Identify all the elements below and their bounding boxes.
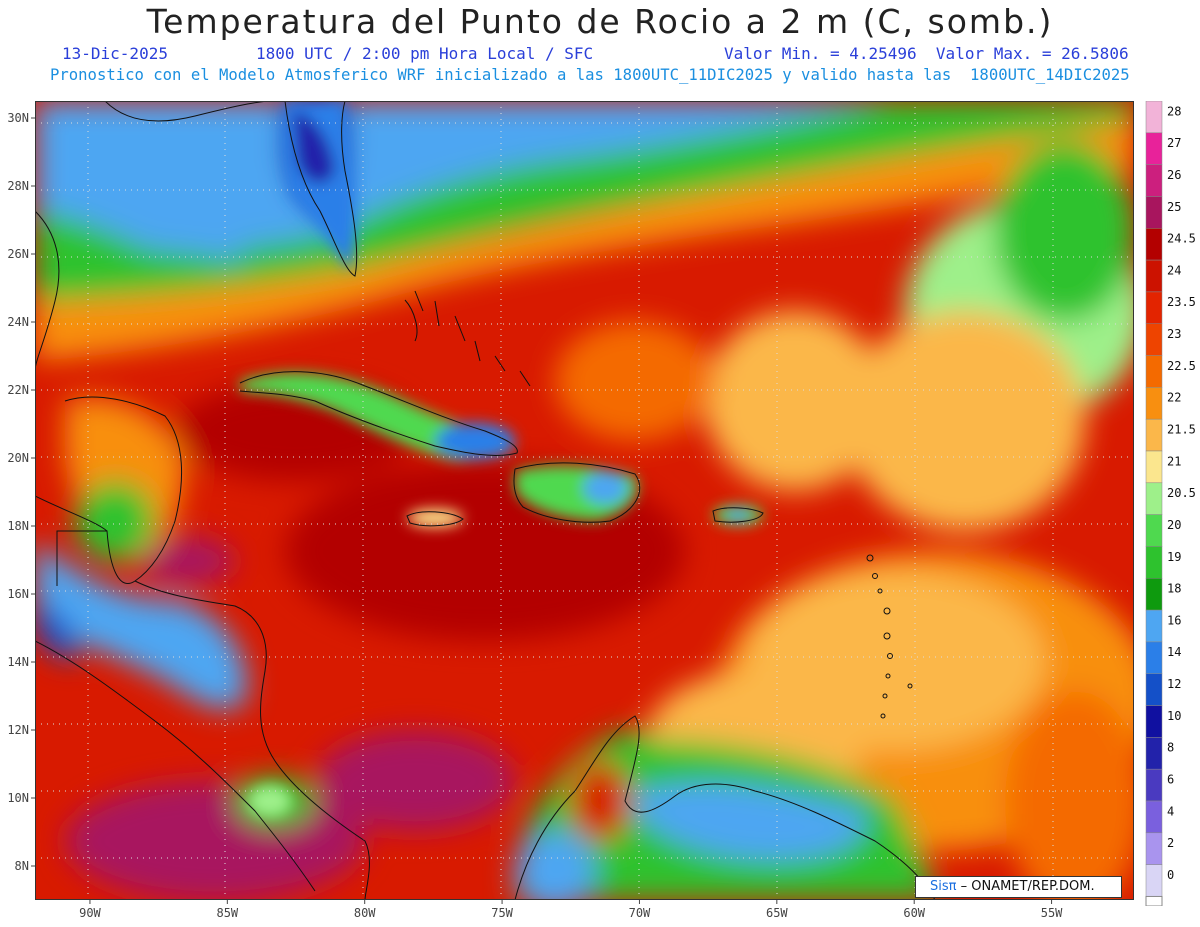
legend-label: 12 (1167, 677, 1181, 691)
credit-text: – ONAMET/REP.DOM. (956, 879, 1095, 894)
lon-label: 80W (354, 906, 376, 920)
legend-label: 21 (1167, 454, 1181, 468)
legend-swatch (1145, 323, 1163, 356)
lon-label: 90W (79, 906, 101, 920)
legend-label: 14 (1167, 645, 1181, 659)
legend-label: 20.5 (1167, 486, 1196, 500)
legend-label: 22.5 (1167, 359, 1196, 373)
credit-box: Sisπ – ONAMET/REP.DOM. (915, 876, 1122, 898)
lat-label: 24N (7, 315, 29, 329)
legend-label: 27 (1167, 136, 1181, 150)
legend-swatch (1145, 609, 1163, 643)
legend-swatch (1145, 196, 1163, 229)
lon-label: 70W (629, 906, 651, 920)
legend-swatch (1145, 228, 1163, 261)
legend-label: 8 (1167, 741, 1174, 755)
legend-label: 21.5 (1167, 423, 1196, 437)
legend-label: 18 (1167, 582, 1181, 596)
legend-swatch-end (1145, 895, 1163, 906)
legend-label: 20 (1167, 518, 1181, 532)
coastlines (35, 101, 936, 900)
lon-label: 55W (1041, 906, 1063, 920)
legend-swatch (1145, 800, 1163, 834)
lat-label: 16N (7, 587, 29, 601)
legend-label: 23.5 (1167, 295, 1196, 309)
legend-swatch (1145, 101, 1163, 134)
legend-label: 6 (1167, 773, 1174, 787)
legend-swatch (1145, 418, 1163, 452)
legend-swatch (1145, 164, 1163, 197)
legend-swatch (1145, 514, 1163, 547)
bahamas (414, 290, 531, 387)
legend-label: 25 (1167, 200, 1181, 214)
lat-label: 12N (7, 723, 29, 737)
legend-swatch (1145, 641, 1163, 674)
legend-swatch (1145, 673, 1163, 706)
legend-label: 24.5 (1167, 232, 1196, 246)
min-max-values: Valor Min. = 4.25496 Valor Max. = 26.580… (724, 44, 1129, 63)
lon-label: 65W (766, 906, 788, 920)
forecast-date: 13-Dic-2025 (62, 44, 168, 63)
lat-label: 10N (7, 791, 29, 805)
lat-label: 14N (7, 655, 29, 669)
legend-label: 4 (1167, 804, 1174, 818)
lon-label: 75W (491, 906, 513, 920)
lat-label: 26N (7, 247, 29, 261)
sispi-logo: Sisπ (930, 879, 957, 894)
legend-label: 22 (1167, 391, 1181, 405)
map-title: Temperatura del Punto de Rocio a 2 m (C,… (146, 2, 1054, 41)
legend-label: 19 (1167, 550, 1181, 564)
legend-label: 26 (1167, 168, 1181, 182)
legend-swatch (1145, 355, 1163, 388)
lesser-antilles (866, 554, 913, 719)
legend-swatch (1145, 864, 1163, 897)
forecast-time: 1800 UTC / 2:00 pm Hora Local / SFC (256, 44, 594, 63)
legend-labels: 2827262524.52423.52322.52221.52120.52019… (1167, 104, 1196, 882)
lat-label: 8N (15, 859, 29, 873)
legend-label: 10 (1167, 709, 1181, 723)
legend-swatch (1145, 291, 1163, 324)
legend-label: 2 (1167, 836, 1174, 850)
lat-label: 22N (7, 383, 29, 397)
legend-swatch (1145, 482, 1163, 515)
legend-swatch (1145, 132, 1163, 165)
lon-label: 85W (216, 906, 238, 920)
legend-swatch (1145, 768, 1163, 802)
lat-label: 18N (7, 519, 29, 533)
lat-label: 30N (7, 111, 29, 125)
legend-label: 0 (1167, 868, 1174, 882)
legend-swatch (1145, 578, 1163, 611)
legend-swatch (1145, 450, 1163, 484)
legend-label: 23 (1167, 327, 1181, 341)
legend-swatch (1145, 387, 1163, 420)
lat-label: 28N (7, 179, 29, 193)
model-run-info: Pronostico con el Modelo Atmosferico WRF… (50, 66, 1130, 84)
legend-label: 24 (1167, 263, 1181, 277)
legend-swatch (1145, 259, 1163, 293)
dewpoint-map (35, 101, 1134, 900)
shaded-field (35, 101, 1134, 900)
legend-swatch (1145, 832, 1163, 865)
legend-label: 28 (1167, 104, 1181, 118)
latitude-labels: 30N 28N 26N 24N 22N 20N 18N 16N 14N 12N 10N 8N (7, 111, 35, 873)
legend-swatch (1145, 705, 1163, 738)
lat-label: 20N (7, 451, 29, 465)
legend-swatch (1145, 546, 1163, 579)
lon-label: 60W (903, 906, 925, 920)
legend-label: 16 (1167, 613, 1181, 627)
longitude-labels: 90W 85W 80W 75W 70W 65W 60W 55W (79, 900, 1063, 920)
legend-swatch (1145, 737, 1163, 770)
color-legend (1145, 101, 1163, 906)
